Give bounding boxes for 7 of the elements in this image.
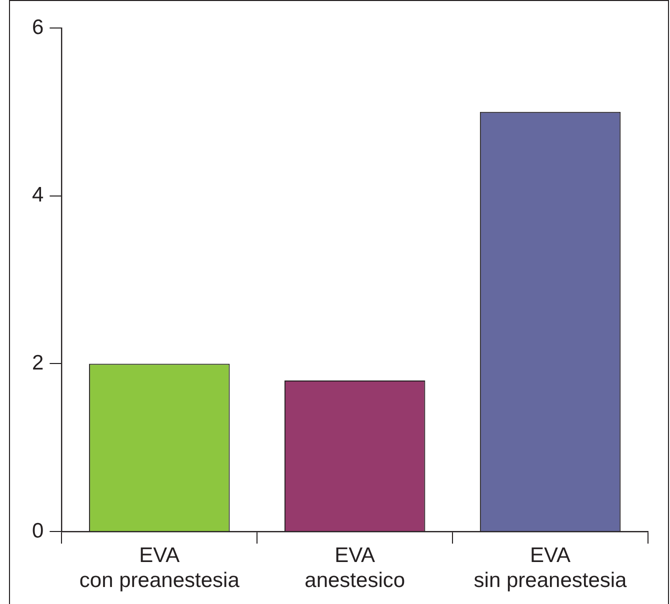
y-tick-label: 2 [32,352,44,375]
y-tick-label: 6 [32,16,44,39]
x-tick-label: EVA sin preanestesia [474,544,628,592]
x-tick-label: EVA con preanestesia [79,544,240,592]
x-tick-label: EVA anestesico [304,544,406,592]
y-tick-label: 0 [32,519,44,542]
y-tick-label: 4 [32,184,44,207]
